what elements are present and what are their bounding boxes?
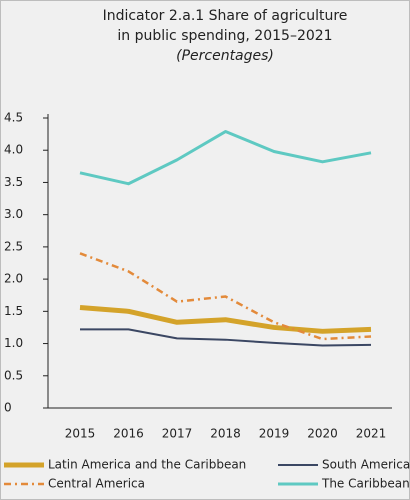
y-tick-label: 0 [4, 401, 12, 415]
line [79, 130, 372, 186]
x-tick-label: 2015 [65, 427, 96, 441]
y-tick-label: 4.5 [4, 111, 23, 125]
line [80, 328, 372, 347]
line [79, 252, 372, 341]
x-tick-label: 2016 [113, 427, 144, 441]
line [79, 304, 372, 334]
legend-label: The Caribbean [321, 477, 410, 491]
x-tick-label: 2018 [210, 427, 241, 441]
chart-title: in public spending, 2015–2021 [117, 28, 332, 44]
chart-subtitle: (Percentages) [176, 48, 274, 64]
y-tick-label: 4.0 [4, 143, 23, 157]
y-tick-label: 1.5 [4, 304, 23, 318]
legend-label: Central America [48, 477, 145, 491]
x-tick-label: 2020 [307, 427, 338, 441]
y-tick-label: 0.5 [4, 368, 23, 382]
y-tick-label: 3.5 [4, 175, 23, 189]
y-tick-label: 1.0 [4, 336, 23, 350]
y-tick-label: 3.0 [4, 207, 23, 221]
legend-label: South America [322, 458, 410, 472]
x-tick-label: 2019 [259, 427, 290, 441]
y-tick-label: 2.0 [4, 272, 23, 286]
y-tick-label: 2.5 [4, 239, 23, 253]
legend-label: Latin America and the Caribbean [48, 458, 246, 472]
chart-title: Indicator 2.a.1 Share of agriculture [103, 8, 348, 24]
x-tick-label: 2021 [356, 427, 387, 441]
x-tick-label: 2017 [162, 427, 193, 441]
